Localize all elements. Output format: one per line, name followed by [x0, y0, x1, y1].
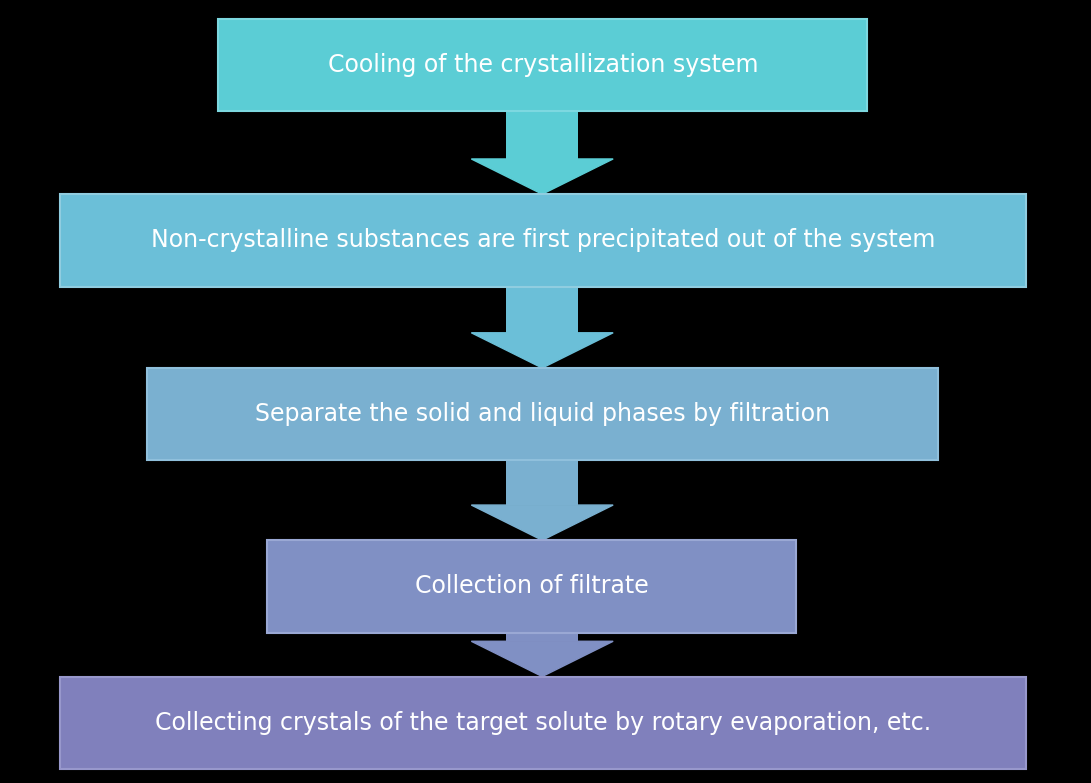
Text: Separate the solid and liquid phases by filtration: Separate the solid and liquid phases by … — [255, 402, 830, 426]
Polygon shape — [471, 505, 613, 540]
Text: Cooling of the crystallization system: Cooling of the crystallization system — [327, 53, 758, 77]
Bar — [506, 111, 578, 159]
Bar — [506, 633, 578, 641]
Bar — [506, 460, 578, 505]
Bar — [506, 287, 578, 333]
Bar — [60, 677, 1026, 769]
Polygon shape — [471, 159, 613, 194]
Polygon shape — [471, 333, 613, 368]
Text: Collection of filtrate: Collection of filtrate — [415, 575, 649, 598]
Bar — [267, 540, 796, 633]
Bar — [147, 368, 938, 460]
Text: Collecting crystals of the target solute by rotary evaporation, etc.: Collecting crystals of the target solute… — [155, 711, 931, 734]
Bar — [60, 194, 1026, 287]
Text: Non-crystalline substances are first precipitated out of the system: Non-crystalline substances are first pre… — [151, 229, 935, 252]
Bar — [218, 19, 867, 111]
Polygon shape — [471, 641, 613, 677]
